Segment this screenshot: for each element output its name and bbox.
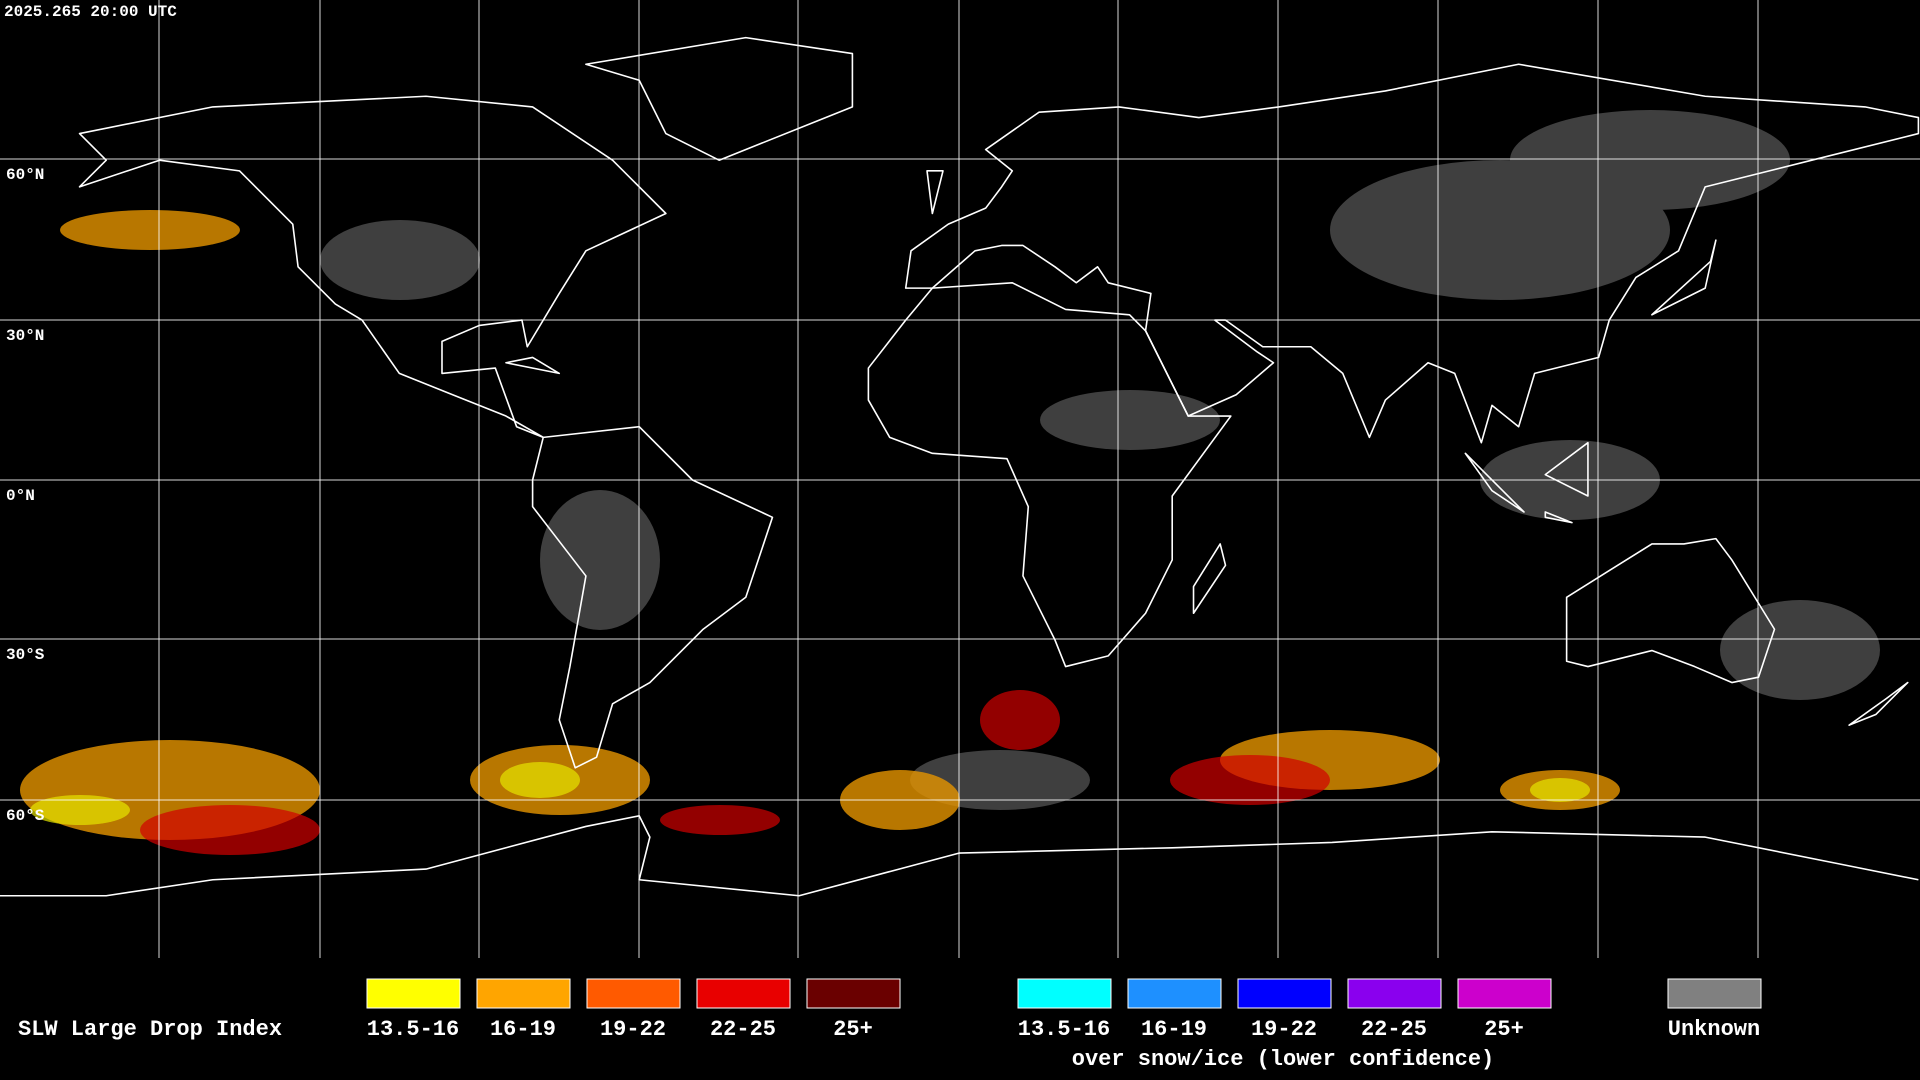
legend-swatch — [476, 978, 571, 1009]
legend-swatch — [696, 978, 791, 1009]
legend-swatch — [1457, 978, 1552, 1009]
latitude-label: 0°N — [6, 487, 35, 505]
legend-label: 25+ — [1484, 1017, 1524, 1042]
legend-caption: over snow/ice (lower confidence) — [1072, 1047, 1494, 1072]
latitude-label: 60°N — [6, 166, 44, 184]
legend-label: 13.5-16 — [1018, 1017, 1110, 1042]
legend-label: 16-19 — [490, 1017, 556, 1042]
legend-label: 16-19 — [1141, 1017, 1207, 1042]
legend-swatch — [1127, 978, 1222, 1009]
legend-swatch — [806, 978, 901, 1009]
legend-panel — [0, 958, 1920, 1080]
legend-swatch — [586, 978, 681, 1009]
legend-title: SLW Large Drop Index — [18, 1017, 282, 1042]
legend-label: 22-25 — [1361, 1017, 1427, 1042]
legend: 13.5-16 16-19 19-22 22-25 25+ 13.5-16 16-19 19-… — [366, 978, 1762, 1072]
legend-label: 22-25 — [710, 1017, 776, 1042]
latitude-label: 60°S — [6, 807, 45, 825]
legend-label: 19-22 — [600, 1017, 666, 1042]
legend-label: 13.5-16 — [367, 1017, 459, 1042]
legend-label: 19-22 — [1251, 1017, 1317, 1042]
latitude-label: 30°S — [6, 646, 45, 664]
legend-swatch — [1237, 978, 1332, 1009]
legend-swatch — [1017, 978, 1112, 1009]
coastlines — [0, 38, 1918, 896]
legend-label: Unknown — [1668, 1017, 1760, 1042]
legend-label: 25+ — [833, 1017, 873, 1042]
legend-swatch — [1667, 978, 1762, 1009]
latitude-label: 30°N — [6, 327, 44, 345]
timestamp: 2025.265 20:00 UTC — [4, 3, 177, 21]
legend-swatch — [1347, 978, 1442, 1009]
legend-swatch — [366, 978, 461, 1009]
graticule: 60°N 30°N 0°N 30°S 60°S — [0, 0, 1920, 958]
